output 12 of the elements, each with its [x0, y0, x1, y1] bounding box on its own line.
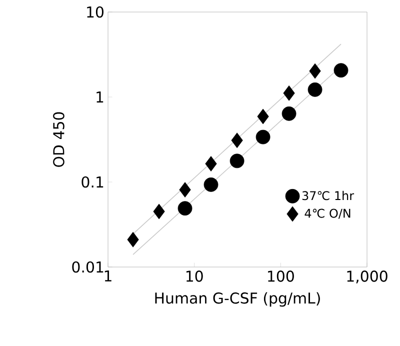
y-tick-label: 0.01 — [72, 261, 104, 273]
y-tick-label: 0.1 — [82, 176, 104, 188]
x-tick-label: 10 — [186, 270, 203, 282]
legend-label: 37℃ 1hr — [302, 190, 354, 200]
y-axis-title: OD 450 — [53, 112, 64, 167]
y-tick-label: 1 — [96, 92, 104, 102]
x-tick-label: 1,000 — [347, 270, 388, 284]
legend-label: 4℃ O/N — [304, 208, 350, 219]
x-tick-label: 100 — [268, 270, 294, 282]
x-axis-title: Human G-CSF (pg/mL) — [155, 292, 320, 307]
x-tick-label: 1 — [104, 270, 112, 282]
y-tick-label: 10 — [87, 6, 104, 18]
